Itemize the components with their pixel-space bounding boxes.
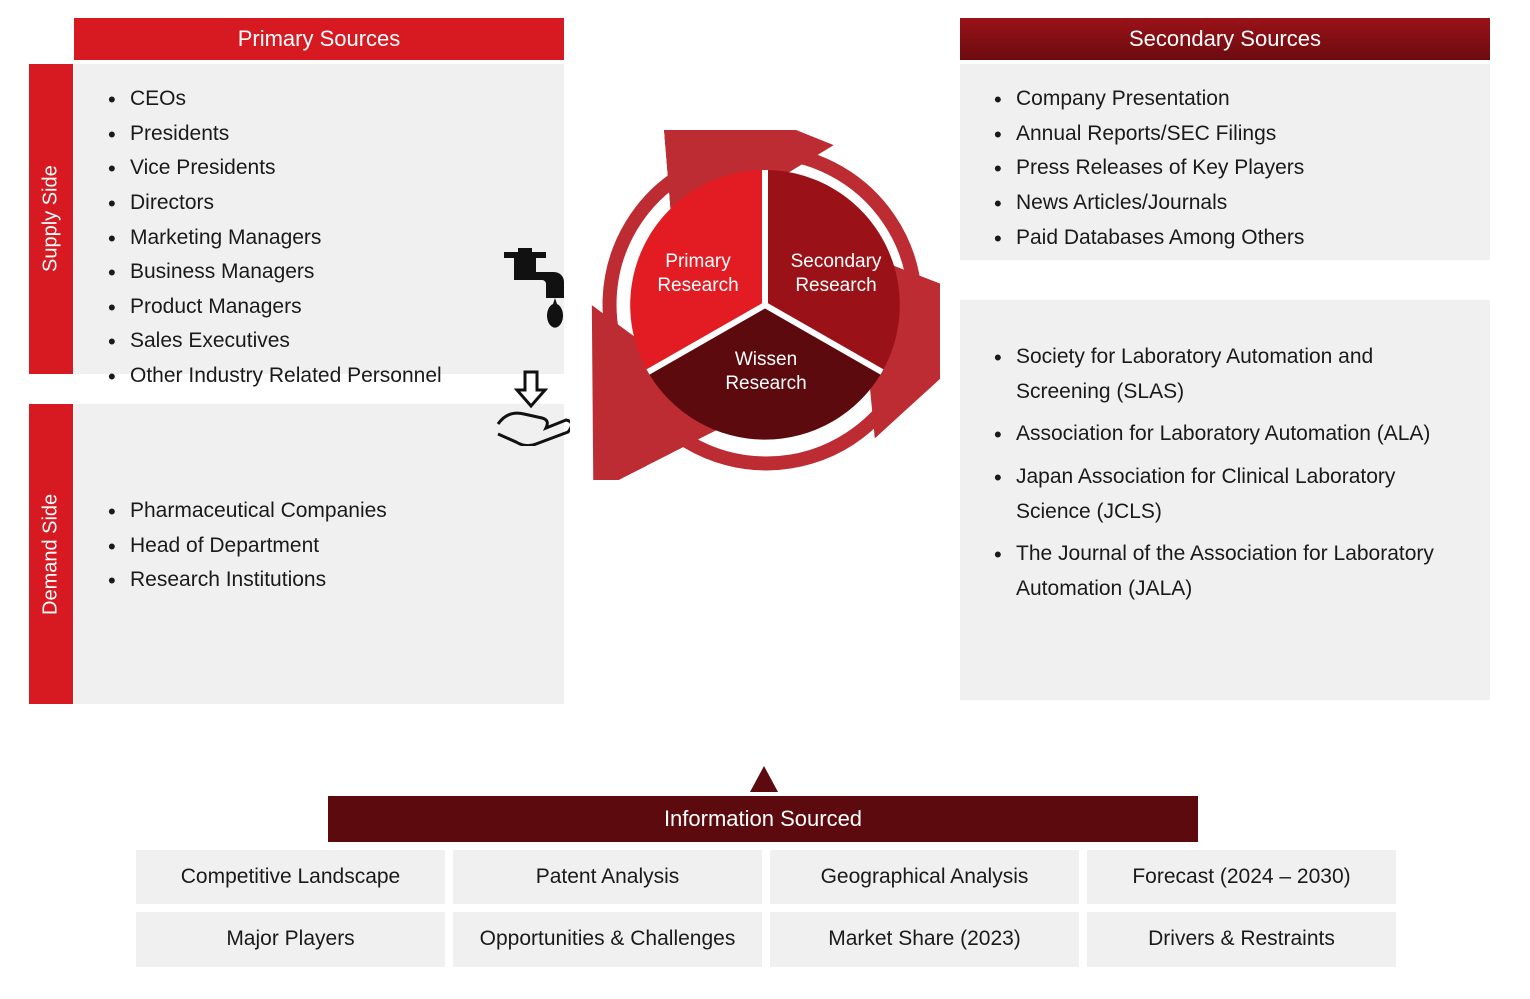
demand-side-box: Pharmaceutical Companies Head of Departm… (74, 404, 564, 704)
list-item: Japan Association for Clinical Laborator… (988, 460, 1462, 529)
list-item: Pharmaceutical Companies (102, 494, 536, 529)
list-item: Company Presentation (988, 82, 1462, 117)
list-item: Society for Laboratory Automation and Sc… (988, 340, 1462, 409)
list-item: Business Managers (102, 255, 536, 290)
list-item: News Articles/Journals (988, 186, 1462, 221)
list-item: Press Releases of Key Players (988, 151, 1462, 186)
supply-side-box: CEOs Presidents Vice Presidents Director… (74, 64, 564, 374)
supply-side-label: Supply Side (29, 64, 73, 374)
info-cell: Patent Analysis (453, 850, 762, 904)
info-cell: Opportunities & Challenges (453, 912, 762, 966)
secondary-sources-box-2: Society for Laboratory Automation and Sc… (960, 300, 1490, 700)
info-cell: Competitive Landscape (136, 850, 445, 904)
hand-receive-icon (492, 368, 570, 446)
list-item: Sales Executives (102, 324, 536, 359)
pie-label-secondary: Secondary Research (776, 250, 896, 298)
list-item: Paid Databases Among Others (988, 221, 1462, 256)
info-cell: Drivers & Restraints (1087, 912, 1396, 966)
secondary-sources-header: Secondary Sources (960, 18, 1490, 60)
list-item: Directors (102, 186, 536, 221)
list-item: Presidents (102, 117, 536, 152)
demand-side-list: Pharmaceutical Companies Head of Departm… (102, 494, 536, 598)
list-item: Product Managers (102, 290, 536, 325)
primary-sources-header: Primary Sources (74, 18, 564, 60)
info-cell: Geographical Analysis (770, 850, 1079, 904)
information-sourced-header: Information Sourced (328, 796, 1198, 842)
research-pie-chart: Primary Research Secondary Research Wiss… (590, 130, 940, 480)
information-sourced-grid: Competitive Landscape Patent Analysis Ge… (136, 850, 1396, 967)
list-item: CEOs (102, 82, 536, 117)
supply-side-list: CEOs Presidents Vice Presidents Director… (102, 82, 536, 394)
info-cell: Market Share (2023) (770, 912, 1079, 966)
list-item: Association for Laboratory Automation (A… (988, 417, 1462, 452)
info-cell: Forecast (2024 – 2030) (1087, 850, 1396, 904)
info-cell: Major Players (136, 912, 445, 966)
secondary-list-1: Company Presentation Annual Reports/SEC … (988, 82, 1462, 255)
list-item: Other Industry Related Personnel (102, 359, 536, 394)
pie-label-wissen: Wissen Research (706, 348, 826, 396)
secondary-list-2: Society for Laboratory Automation and Sc… (988, 340, 1462, 606)
list-item: Annual Reports/SEC Filings (988, 117, 1462, 152)
list-item: Marketing Managers (102, 221, 536, 256)
list-item: Head of Department (102, 529, 536, 564)
secondary-sources-box-1: Company Presentation Annual Reports/SEC … (960, 64, 1490, 260)
info-sourced-arrow-icon (750, 766, 778, 792)
list-item: Vice Presidents (102, 151, 536, 186)
faucet-icon (496, 248, 568, 334)
list-item: Research Institutions (102, 563, 536, 598)
list-item: The Journal of the Association for Labor… (988, 537, 1462, 606)
demand-side-label: Demand Side (29, 404, 73, 704)
pie-label-primary: Primary Research (638, 250, 758, 298)
